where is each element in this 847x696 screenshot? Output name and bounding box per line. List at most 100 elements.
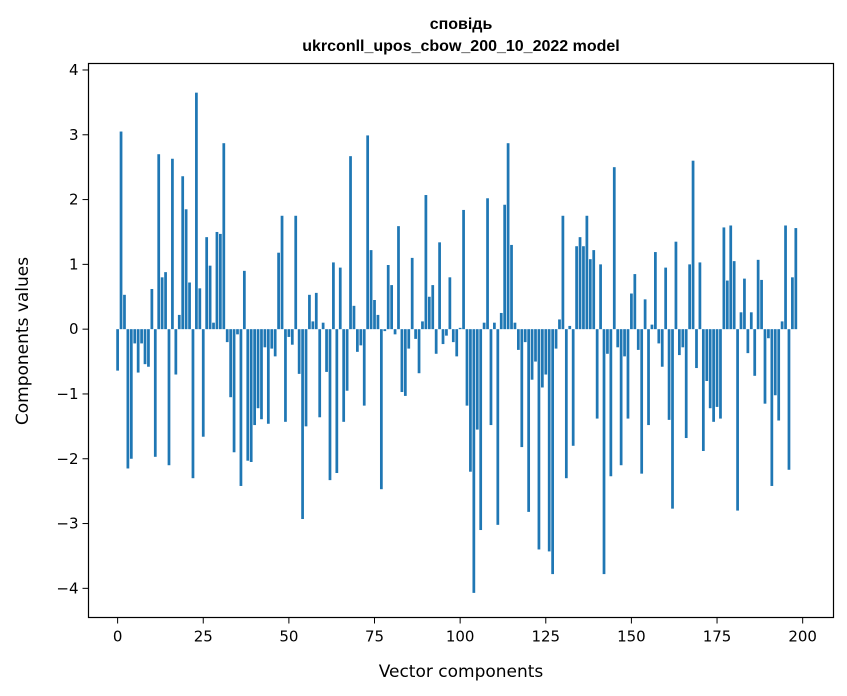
bar-37 [242,270,246,330]
y-tick-label: 2 [69,191,79,209]
bar-43 [263,329,267,348]
bar-122 [534,329,537,362]
bar-194 [780,321,784,330]
bar-87 [414,329,417,339]
bars-group [116,92,798,593]
bar-179 [729,225,733,330]
bar-127 [551,329,554,575]
bar-195 [784,225,787,330]
bar-98 [451,329,455,343]
bar-135 [578,237,582,330]
bar-192 [773,329,777,396]
bar-115 [510,244,513,330]
bar-6 [136,329,140,373]
bar-55 [304,329,308,427]
bar-56 [308,294,311,330]
bar-191 [770,329,774,486]
bar-72 [362,329,366,406]
bar-108 [486,198,489,330]
bar-151 [633,274,637,330]
bar-159 [660,329,664,367]
y-tick-label: 3 [69,126,79,144]
bar-28 [212,322,215,330]
bar-11 [153,329,157,457]
bar-163 [674,241,678,330]
bar-155 [647,329,650,426]
x-tick-label: 100 [446,628,475,646]
bar-169 [695,329,698,369]
y-tick-label: 4 [69,61,79,79]
bar-187 [756,259,760,330]
bar-30 [219,233,222,330]
bar-26 [205,237,209,330]
bar-174 [712,329,715,422]
bar-166 [684,329,688,439]
bar-116 [513,322,517,330]
bar-73 [366,135,370,330]
bar-197 [791,277,794,330]
bar-177 [722,227,726,330]
bar-149 [626,329,630,419]
x-tick-label: 150 [617,628,646,646]
bar-78 [383,329,387,332]
bar-100 [458,327,462,330]
y-axis-ticks: −4 −3 −2 −1 0 1 2 3 4 [56,61,89,597]
bar-38 [246,329,250,461]
bar-71 [359,329,363,346]
bar-189 [763,329,767,404]
bar-94 [438,242,441,330]
bar-67 [345,329,349,391]
bar-113 [503,204,507,330]
bar-134 [575,246,578,330]
bar-196 [787,329,791,470]
bar-92 [431,285,435,330]
bar-66 [342,329,346,422]
bar-96 [445,329,448,336]
bar-148 [623,329,626,357]
bar-140 [595,329,599,419]
bar-110 [493,322,496,330]
bar-106 [479,329,483,531]
bar-83 [400,329,404,393]
bar-97 [448,277,452,330]
bar-59 [318,329,322,418]
bar-31 [222,143,226,330]
bar-23 [195,92,198,330]
bar-184 [746,329,750,354]
bar-176 [719,329,722,419]
bar-164 [677,329,681,356]
bar-82 [397,226,400,330]
bar-34 [232,329,236,453]
bar-160 [664,267,668,330]
x-tick-label: 125 [531,628,560,646]
y-axis-label: Components values [13,257,33,425]
bar-117 [517,329,520,350]
bar-48 [280,215,284,330]
bar-120 [527,329,531,512]
bar-109 [489,329,493,426]
bar-103 [469,329,472,472]
y-tick-label: 1 [69,255,79,273]
bar-77 [379,329,383,490]
bar-17 [174,329,178,375]
bar-186 [753,329,757,376]
bar-161 [667,329,671,420]
bar-90 [424,195,428,330]
bar-18 [177,314,181,330]
bar-141 [599,264,602,330]
bar-132 [568,325,572,330]
bar-171 [701,329,705,451]
bar-89 [421,321,424,330]
bar-13 [160,277,164,330]
bar-133 [571,329,575,446]
bar-9 [147,329,150,367]
bar-68 [349,156,352,330]
bar-74 [369,250,373,330]
x-axis-label: Vector components [379,662,544,682]
bar-5 [133,329,137,344]
bar-12 [157,154,161,330]
bar-47 [277,252,280,330]
y-tick-label: −3 [56,515,78,533]
bar-143 [606,329,609,354]
